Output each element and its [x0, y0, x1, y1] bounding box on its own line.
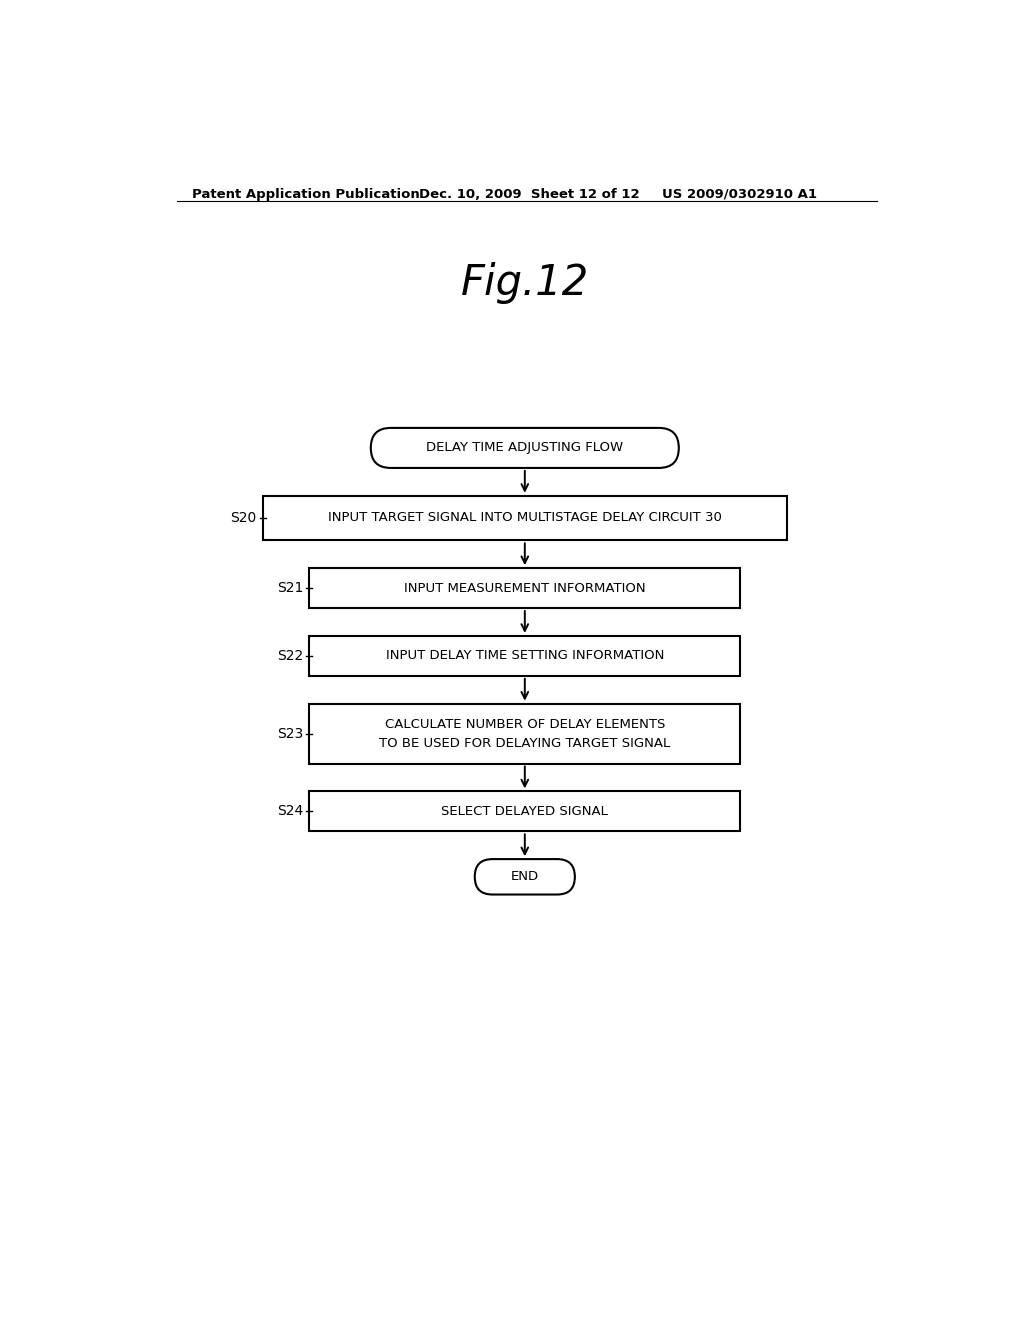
Text: SELECT DELAYED SIGNAL: SELECT DELAYED SIGNAL	[441, 805, 608, 818]
Text: S23: S23	[276, 726, 303, 741]
FancyBboxPatch shape	[475, 859, 574, 895]
Bar	[263, 496, 786, 540]
Text: Dec. 10, 2009  Sheet 12 of 12: Dec. 10, 2009 Sheet 12 of 12	[419, 187, 640, 201]
Text: S20: S20	[230, 511, 257, 525]
Bar	[309, 792, 740, 832]
Text: Fig.12: Fig.12	[461, 263, 589, 305]
Text: INPUT DELAY TIME SETTING INFORMATION: INPUT DELAY TIME SETTING INFORMATION	[386, 649, 664, 663]
Text: CALCULATE NUMBER OF DELAY ELEMENTS
TO BE USED FOR DELAYING TARGET SIGNAL: CALCULATE NUMBER OF DELAY ELEMENTS TO BE…	[379, 718, 671, 750]
Text: US 2009/0302910 A1: US 2009/0302910 A1	[662, 187, 817, 201]
Text: DELAY TIME ADJUSTING FLOW: DELAY TIME ADJUSTING FLOW	[426, 441, 624, 454]
Text: S22: S22	[276, 649, 303, 663]
Text: S21: S21	[276, 581, 303, 595]
Bar	[309, 568, 740, 609]
Text: END: END	[511, 870, 539, 883]
Text: S24: S24	[276, 804, 303, 818]
Bar	[309, 636, 740, 676]
Text: Patent Application Publication: Patent Application Publication	[193, 187, 420, 201]
Text: INPUT MEASUREMENT INFORMATION: INPUT MEASUREMENT INFORMATION	[404, 582, 645, 594]
FancyBboxPatch shape	[371, 428, 679, 469]
Text: INPUT TARGET SIGNAL INTO MULTISTAGE DELAY CIRCUIT 30: INPUT TARGET SIGNAL INTO MULTISTAGE DELA…	[328, 511, 722, 524]
Bar	[309, 704, 740, 763]
